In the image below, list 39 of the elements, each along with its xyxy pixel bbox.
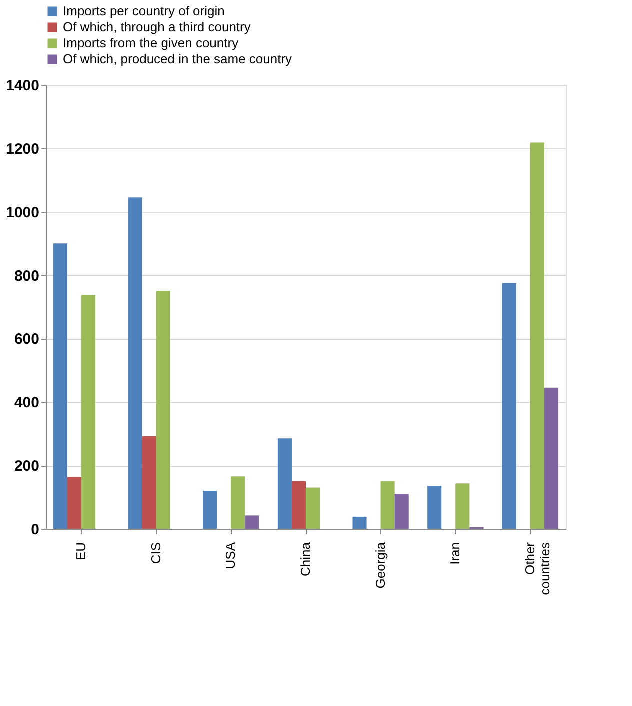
- x-tick-label: EU: [74, 542, 89, 561]
- y-tick-label: 0: [31, 522, 40, 538]
- x-tick-label: Iran: [448, 542, 463, 565]
- y-tick-label: 600: [14, 331, 40, 348]
- x-tick-label: China: [298, 542, 313, 576]
- x-tick-label: Georgia: [372, 542, 388, 589]
- y-tick-label: 1200: [6, 140, 40, 158]
- bar: [278, 438, 292, 529]
- bar: [394, 494, 409, 529]
- y-tick-label: 1400: [6, 78, 40, 94]
- legend-label: Of which, through a third country: [63, 20, 252, 34]
- bar: [156, 291, 170, 529]
- bar: [380, 481, 395, 529]
- bar: [306, 488, 320, 529]
- y-tick-label: 1000: [6, 204, 40, 222]
- bar: [231, 476, 246, 529]
- bar: [203, 490, 218, 529]
- y-tick-label: 200: [14, 458, 40, 476]
- bar: [245, 516, 260, 529]
- legend-label: Imports from the given country: [63, 36, 240, 50]
- legend-label: Of which, produced in the same country: [63, 52, 293, 66]
- bar: [502, 283, 516, 529]
- x-tick-label: Other countries: [522, 542, 552, 596]
- x-tick-label: USA: [223, 542, 238, 570]
- bar: [82, 295, 96, 529]
- y-tick-label: 800: [14, 268, 40, 285]
- bar: [428, 486, 442, 529]
- y-tick-label: 400: [14, 394, 40, 412]
- legend-label: Imports per country of origin: [63, 4, 225, 18]
- x-tick-label: CIS: [148, 542, 164, 564]
- bar: [142, 436, 156, 529]
- bar: [544, 388, 559, 529]
- bar: [68, 477, 82, 529]
- bar: [456, 484, 470, 529]
- bar: [530, 142, 544, 529]
- bar: [128, 198, 142, 529]
- bar: [352, 516, 367, 529]
- bar: [292, 481, 306, 529]
- bar: [53, 244, 68, 529]
